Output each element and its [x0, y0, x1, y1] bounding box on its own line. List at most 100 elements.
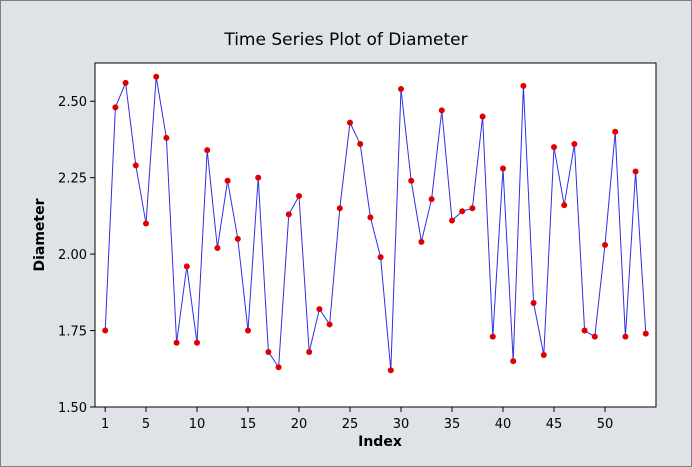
series-line-segment [420, 198, 433, 242]
data-point [347, 119, 353, 126]
series-line-segment [624, 171, 637, 337]
series-line-segment [522, 85, 535, 304]
data-point [398, 85, 404, 92]
data-point [234, 235, 241, 242]
data-point [581, 327, 588, 334]
series-line-segment [257, 177, 269, 352]
series-line-segment [114, 82, 127, 108]
data-point [245, 327, 251, 334]
x-tick-label: 30 [393, 417, 410, 432]
data-point [326, 321, 333, 328]
data-point [387, 367, 394, 374]
series-line-segment [471, 116, 484, 209]
x-tick-label: 1 [101, 417, 109, 432]
x-tick-label: 10 [189, 417, 206, 432]
data-point [204, 147, 211, 154]
series-line-segment [349, 122, 361, 145]
data-point [622, 333, 629, 340]
series-line-segment [104, 107, 116, 331]
axis-ticks: 1 5 10 15 20 25 30 35 40 45 501.501.752.002.252.50 [58, 95, 613, 432]
series-line-segment [227, 180, 239, 239]
x-tick-label: 40 [495, 417, 512, 432]
data-point [408, 177, 415, 184]
data-point [469, 205, 476, 212]
series-line-segment [369, 217, 382, 258]
data-point [122, 79, 129, 86]
series-line-segment [502, 168, 514, 362]
series-line-segment [237, 238, 249, 331]
y-tick-label: 1.50 [58, 401, 87, 416]
data-point [530, 300, 537, 307]
x-tick-label: 15 [240, 417, 257, 432]
data-point [418, 238, 425, 245]
data-point [438, 107, 445, 114]
data-point [194, 339, 200, 346]
x-tick-label: 20 [291, 417, 308, 432]
data-point [143, 220, 149, 227]
series-line-segment [359, 143, 371, 218]
series-line-segment [339, 122, 351, 209]
series-line-segment [308, 309, 320, 353]
series-line-segment [186, 266, 198, 343]
series-line-segment [410, 180, 422, 242]
series-line-segment [329, 208, 341, 325]
series-line-segment [512, 85, 524, 362]
data-point [173, 339, 180, 346]
series-line-segment [267, 351, 280, 368]
y-tick-label: 1.75 [58, 325, 87, 340]
series-line-segment [431, 110, 443, 200]
series-line-segment [206, 150, 218, 249]
series-line-segment [543, 147, 555, 356]
data-point [632, 168, 639, 175]
data-point [571, 141, 578, 148]
y-tick-label: 2.50 [58, 95, 87, 110]
series-line-segment [604, 131, 616, 245]
series-line-segment [288, 195, 300, 215]
data-point [112, 104, 119, 111]
series-line-segment [155, 76, 167, 138]
chart-title: Time Series Plot of Diameter [224, 30, 468, 50]
data-point [183, 263, 190, 270]
series-line-segment [135, 165, 147, 224]
series-line-segment [278, 214, 290, 368]
data-point [214, 244, 221, 251]
x-tick-label: 45 [546, 417, 563, 432]
series-line-segment [196, 150, 208, 343]
data-point [316, 306, 323, 313]
data-point [428, 196, 435, 203]
data-point [296, 193, 302, 200]
y-tick-label: 2.25 [58, 172, 87, 187]
series-line-segment [614, 131, 626, 337]
data-point [500, 165, 506, 172]
series-line-segment [216, 180, 229, 249]
series-line-segment [165, 137, 178, 343]
series-line-segment [563, 143, 575, 206]
series-points [102, 73, 649, 374]
data-point [510, 358, 517, 365]
x-tick-label: 35 [444, 417, 461, 432]
series-line-segment [492, 168, 504, 337]
series-line-segment [176, 266, 188, 343]
data-point [449, 217, 455, 224]
data-point [265, 348, 272, 355]
data-point [367, 214, 374, 221]
series-line-segment [573, 144, 586, 331]
series-line-segment [318, 308, 331, 325]
x-tick-label: 50 [597, 417, 614, 432]
series-line-segment [533, 302, 545, 356]
series-line-segment [380, 257, 392, 371]
data-point [153, 73, 160, 80]
data-point [285, 211, 292, 218]
plot-area [94, 62, 657, 408]
data-point [551, 144, 557, 151]
data-point [520, 82, 527, 89]
data-point [459, 208, 466, 215]
data-point [612, 128, 619, 135]
data-point [561, 202, 568, 209]
y-tick-label: 2.00 [58, 248, 87, 263]
data-point [102, 327, 109, 334]
series-line-segment [298, 195, 310, 352]
series-line-segment [390, 88, 402, 371]
x-tick-label: 5 [142, 417, 150, 432]
data-point [377, 254, 384, 261]
